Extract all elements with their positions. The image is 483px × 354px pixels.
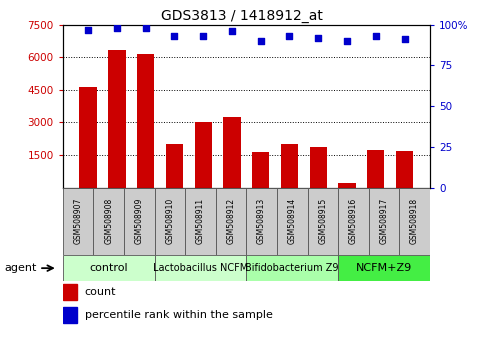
Point — [372, 33, 380, 39]
Point — [228, 28, 236, 34]
Text: GSM508911: GSM508911 — [196, 198, 205, 244]
FancyBboxPatch shape — [246, 188, 277, 255]
FancyBboxPatch shape — [246, 255, 338, 281]
Point — [285, 33, 293, 39]
FancyBboxPatch shape — [277, 188, 308, 255]
Text: GSM508912: GSM508912 — [227, 198, 236, 244]
Bar — [63, 307, 77, 323]
FancyBboxPatch shape — [63, 188, 93, 255]
Text: GSM508917: GSM508917 — [380, 198, 388, 244]
FancyBboxPatch shape — [308, 188, 338, 255]
Point — [142, 25, 150, 31]
Bar — [281, 144, 298, 188]
FancyBboxPatch shape — [63, 255, 155, 281]
Text: GSM508915: GSM508915 — [318, 198, 327, 244]
Point — [170, 33, 178, 39]
Text: GSM508916: GSM508916 — [349, 198, 358, 244]
Point — [257, 38, 265, 44]
Bar — [339, 183, 355, 188]
Point — [84, 27, 92, 33]
Text: GSM508914: GSM508914 — [288, 198, 297, 244]
Text: agent: agent — [5, 263, 37, 273]
Text: GSM508918: GSM508918 — [410, 198, 419, 244]
Text: percentile rank within the sample: percentile rank within the sample — [85, 309, 273, 320]
FancyBboxPatch shape — [155, 255, 246, 281]
Bar — [108, 50, 126, 188]
Point — [113, 25, 121, 31]
FancyBboxPatch shape — [185, 188, 216, 255]
FancyBboxPatch shape — [216, 188, 246, 255]
Bar — [80, 87, 97, 188]
Point — [199, 33, 207, 39]
FancyBboxPatch shape — [93, 188, 124, 255]
Bar — [166, 144, 183, 188]
Bar — [252, 153, 270, 188]
FancyBboxPatch shape — [338, 255, 430, 281]
Bar — [195, 122, 212, 188]
Text: GSM508907: GSM508907 — [73, 198, 83, 245]
Point — [401, 36, 409, 42]
Bar — [137, 54, 154, 188]
Bar — [310, 148, 327, 188]
Bar — [396, 151, 413, 188]
Text: Lactobacillus NCFM: Lactobacillus NCFM — [153, 263, 248, 273]
Text: GSM508910: GSM508910 — [165, 198, 174, 244]
Point — [314, 35, 322, 41]
Text: GSM508913: GSM508913 — [257, 198, 266, 244]
FancyBboxPatch shape — [338, 188, 369, 255]
FancyBboxPatch shape — [155, 188, 185, 255]
Bar — [63, 284, 77, 300]
Bar — [223, 118, 241, 188]
Point — [343, 38, 351, 44]
Text: Bifidobacterium Z9: Bifidobacterium Z9 — [245, 263, 339, 273]
Bar — [367, 150, 384, 188]
Text: control: control — [89, 263, 128, 273]
Text: GDS3813 / 1418912_at: GDS3813 / 1418912_at — [160, 9, 323, 23]
FancyBboxPatch shape — [124, 188, 155, 255]
Text: GSM508908: GSM508908 — [104, 198, 113, 244]
Text: GSM508909: GSM508909 — [135, 198, 144, 245]
Text: count: count — [85, 286, 116, 297]
Text: NCFM+Z9: NCFM+Z9 — [356, 263, 412, 273]
FancyBboxPatch shape — [369, 188, 399, 255]
FancyBboxPatch shape — [399, 188, 430, 255]
